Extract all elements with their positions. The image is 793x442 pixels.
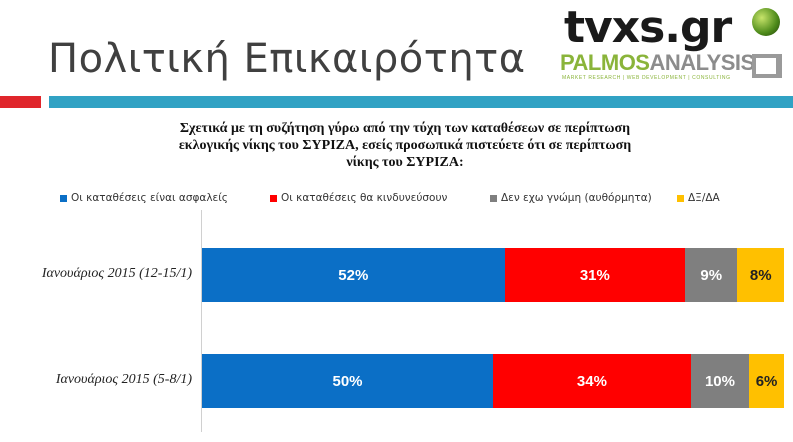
bar-segment-no-opinion: 9%: [685, 248, 738, 302]
bar-segment-dk-na: 6%: [749, 354, 784, 408]
chart-question-line-2: εκλογικής νίκης του ΣΥΡΙΖΑ, εσείς προσωπ…: [178, 138, 632, 153]
header-accent-red-bar: [0, 96, 41, 108]
globe-icon: [752, 8, 780, 36]
data-label: 50%: [332, 372, 363, 390]
legend-label-risk: Οι καταθέσεις θα κινδυνεύσουν: [281, 192, 448, 204]
legend-swatch-risk: [270, 194, 277, 202]
legend-swatch-dk-na: [677, 194, 684, 202]
category-label: Ιανουάριος 2015 (12-15/1): [41, 266, 192, 281]
legend-label-safe: Οι καταθέσεις είναι ασφαλείς: [71, 192, 228, 204]
data-label: 52%: [338, 266, 369, 284]
legend-swatch-no-opinion: [490, 194, 497, 202]
bar-segment-risk: 31%: [504, 248, 686, 302]
category-axis-line: [201, 210, 202, 432]
palmos-logo-tagline: MARKET RESEARCH | WEB DEVELOPMENT | CONS…: [562, 75, 731, 81]
data-label: 34%: [576, 372, 607, 390]
tvxs-logo-text: tvxs.gr: [564, 2, 732, 53]
legend-item-safe: Οι καταθέσεις είναι ασφαλείς: [60, 192, 228, 204]
legend-item-no-opinion: Δεν εχω γνώμη (αυθόρμητα): [490, 192, 652, 204]
palmos-logo-part-a: PALMOS: [560, 50, 650, 75]
bar-segment-safe: 52%: [202, 248, 505, 302]
legend-item-dk-na: ΔΞ/ΔΑ: [677, 192, 720, 204]
chart-question-line-3: νίκης του ΣΥΡΙΖΑ:: [346, 155, 464, 170]
legend-item-risk: Οι καταθέσεις θα κινδυνεύσουν: [270, 192, 447, 204]
bar-segment-no-opinion: 10%: [690, 354, 750, 408]
page-title: Πολιτική Επικαιρότητα: [48, 36, 526, 82]
stacked-bar-chart: Ιανουάριος 2015 (12-15/1) Ιανουάριος 201…: [0, 210, 793, 442]
palmos-logo-text: PALMOSANALYSIS: [560, 50, 755, 76]
palmos-box-icon: [752, 54, 782, 78]
category-label: Ιανουάριος 2015 (5-8/1): [55, 372, 192, 387]
legend-label-dk-na: ΔΞ/ΔΑ: [688, 192, 720, 204]
header-accent-blue-bar: [49, 96, 793, 108]
data-label: 31%: [579, 266, 610, 284]
chart-question: Σχετικά με τη συζήτηση γύρω από την τύχη…: [60, 120, 750, 171]
palmos-logo-part-b: ANALYSIS: [649, 50, 755, 75]
data-label: 9%: [700, 266, 723, 284]
chart-question-line-1: Σχετικά με τη συζήτηση γύρω από την τύχη…: [179, 121, 631, 136]
bar-segment-risk: 34%: [493, 354, 691, 408]
legend-swatch-safe: [60, 194, 67, 202]
chart-legend: Οι καταθέσεις είναι ασφαλείς Οι καταθέσε…: [60, 192, 760, 208]
bar-segment-safe: 50%: [202, 354, 493, 408]
data-label: 6%: [755, 372, 778, 390]
data-label: 8%: [749, 266, 772, 284]
legend-label-no-opinion: Δεν εχω γνώμη (αυθόρμητα): [501, 192, 652, 204]
bar-segment-dk-na: 8%: [737, 248, 784, 302]
data-label: 10%: [704, 372, 735, 390]
